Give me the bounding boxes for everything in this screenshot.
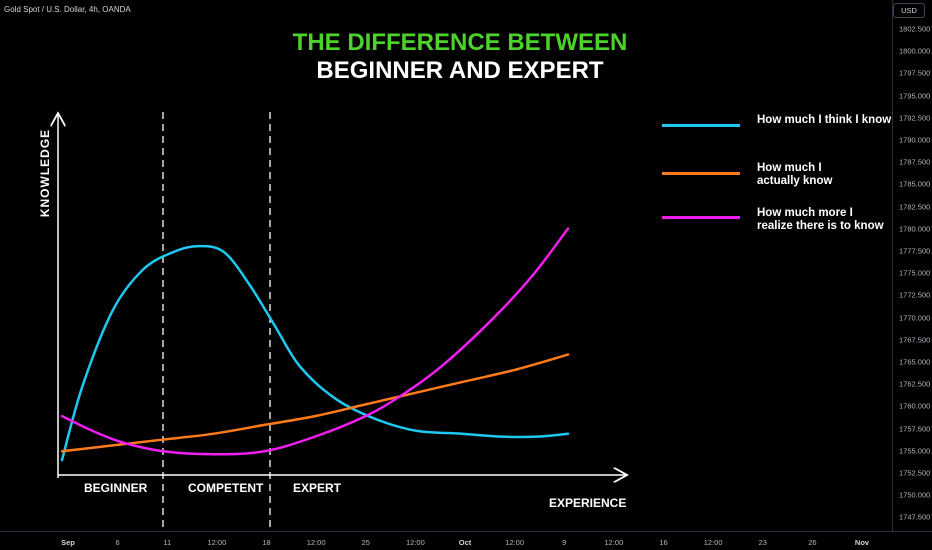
price-tick: 1782.500 [899, 202, 931, 212]
time-tick: 12:00 [505, 538, 525, 547]
price-tick: 1790.000 [899, 135, 931, 145]
price-tick: 1777.500 [899, 246, 931, 256]
price-axis-border [892, 0, 893, 531]
time-tick: 23 [758, 538, 767, 547]
stage-label-competent: COMPETENT [188, 481, 264, 495]
price-tick: 1757.500 [899, 424, 931, 434]
x-axis-label: EXPERIENCE [549, 496, 627, 510]
time-tick: Sep [61, 538, 75, 547]
series-line-2 [60, 227, 570, 456]
chart-title-line1: THE DIFFERENCE BETWEEN [292, 29, 628, 56]
series-line-0 [60, 244, 570, 462]
price-tick: 1797.500 [899, 68, 931, 78]
price-tick: 1795.000 [899, 91, 931, 101]
price-tick: 1765.000 [899, 357, 931, 367]
time-tick: 6 [115, 538, 120, 547]
time-tick: 16 [659, 538, 668, 547]
price-tick: 1770.000 [899, 313, 931, 323]
price-tick: 1792.500 [899, 113, 931, 123]
legend-swatch-realize [662, 216, 740, 219]
time-tick: 12:00 [306, 538, 326, 547]
chart-canvas [0, 0, 932, 527]
time-axis-border [0, 531, 932, 532]
legend-swatch-think [662, 124, 740, 127]
price-tick: 1785.000 [899, 179, 931, 189]
price-tick: 1767.500 [899, 335, 931, 345]
time-tick: Nov [854, 538, 870, 547]
time-tick: 12:00 [604, 538, 624, 547]
price-tick: 1772.500 [899, 290, 931, 300]
legend-swatch-actual [662, 172, 740, 175]
price-tick: 1755.000 [899, 446, 931, 456]
time-tick: 11 [163, 538, 172, 547]
price-tick: 1750.000 [899, 490, 931, 500]
legend-label-think: How much I think I know [757, 114, 892, 126]
price-tick: 1775.000 [899, 268, 931, 278]
time-tick: 9 [562, 538, 567, 547]
time-tick: 12:00 [405, 538, 425, 547]
chart-title-line2: BEGINNER AND EXPERT [316, 57, 604, 84]
price-tick: 1752.500 [899, 468, 931, 478]
stage-label-beginner: BEGINNER [84, 481, 148, 495]
stage-label-expert: EXPERT [293, 481, 342, 495]
legend-label-actual: How much I actually know [757, 162, 833, 187]
price-tick: 1787.500 [899, 157, 931, 167]
time-tick: Oct [458, 538, 472, 547]
time-tick: 25 [361, 538, 370, 547]
time-tick: 12:00 [703, 538, 723, 547]
symbol-label: Gold Spot / U.S. Dollar, 4h, OANDA [4, 5, 131, 14]
legend-label-realize: How much more I realize there is to know [757, 207, 884, 232]
y-axis-label: KNOWLEDGE [38, 128, 52, 218]
price-tick: 1760.000 [899, 401, 931, 411]
time-tick: 18 [262, 538, 271, 547]
price-tick: 1800.000 [899, 46, 931, 56]
series-layer [60, 227, 570, 462]
currency-badge[interactable]: USD [893, 3, 925, 18]
time-tick: 26 [808, 538, 817, 547]
price-tick: 1780.000 [899, 224, 931, 234]
series-line-1 [60, 353, 570, 453]
price-tick: 1802.500 [899, 24, 931, 34]
time-tick: 12:00 [207, 538, 227, 547]
price-tick: 1762.500 [899, 379, 931, 389]
price-tick: 1747.500 [899, 512, 931, 522]
